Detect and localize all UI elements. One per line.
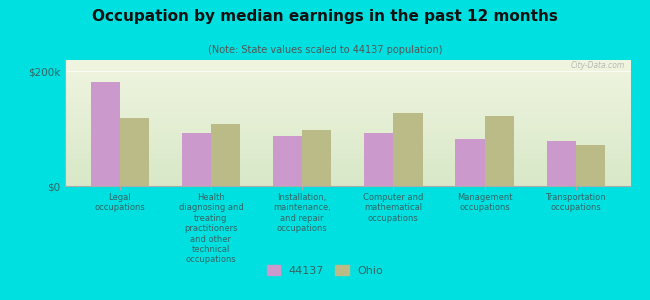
Text: (Note: State values scaled to 44137 population): (Note: State values scaled to 44137 popu…: [208, 45, 442, 55]
Text: City-Data.com: City-Data.com: [571, 61, 625, 70]
Bar: [393, 113, 422, 186]
Bar: [456, 139, 484, 186]
Bar: [120, 118, 149, 186]
Bar: [302, 130, 332, 186]
Legend: 44137, Ohio: 44137, Ohio: [262, 260, 388, 280]
Bar: [364, 133, 393, 186]
Bar: [547, 141, 576, 186]
Text: Occupation by median earnings in the past 12 months: Occupation by median earnings in the pas…: [92, 9, 558, 24]
Bar: [576, 145, 605, 186]
Bar: [211, 124, 240, 186]
Bar: [182, 133, 211, 186]
Bar: [484, 116, 514, 186]
Bar: [90, 82, 120, 186]
Bar: [273, 136, 302, 186]
